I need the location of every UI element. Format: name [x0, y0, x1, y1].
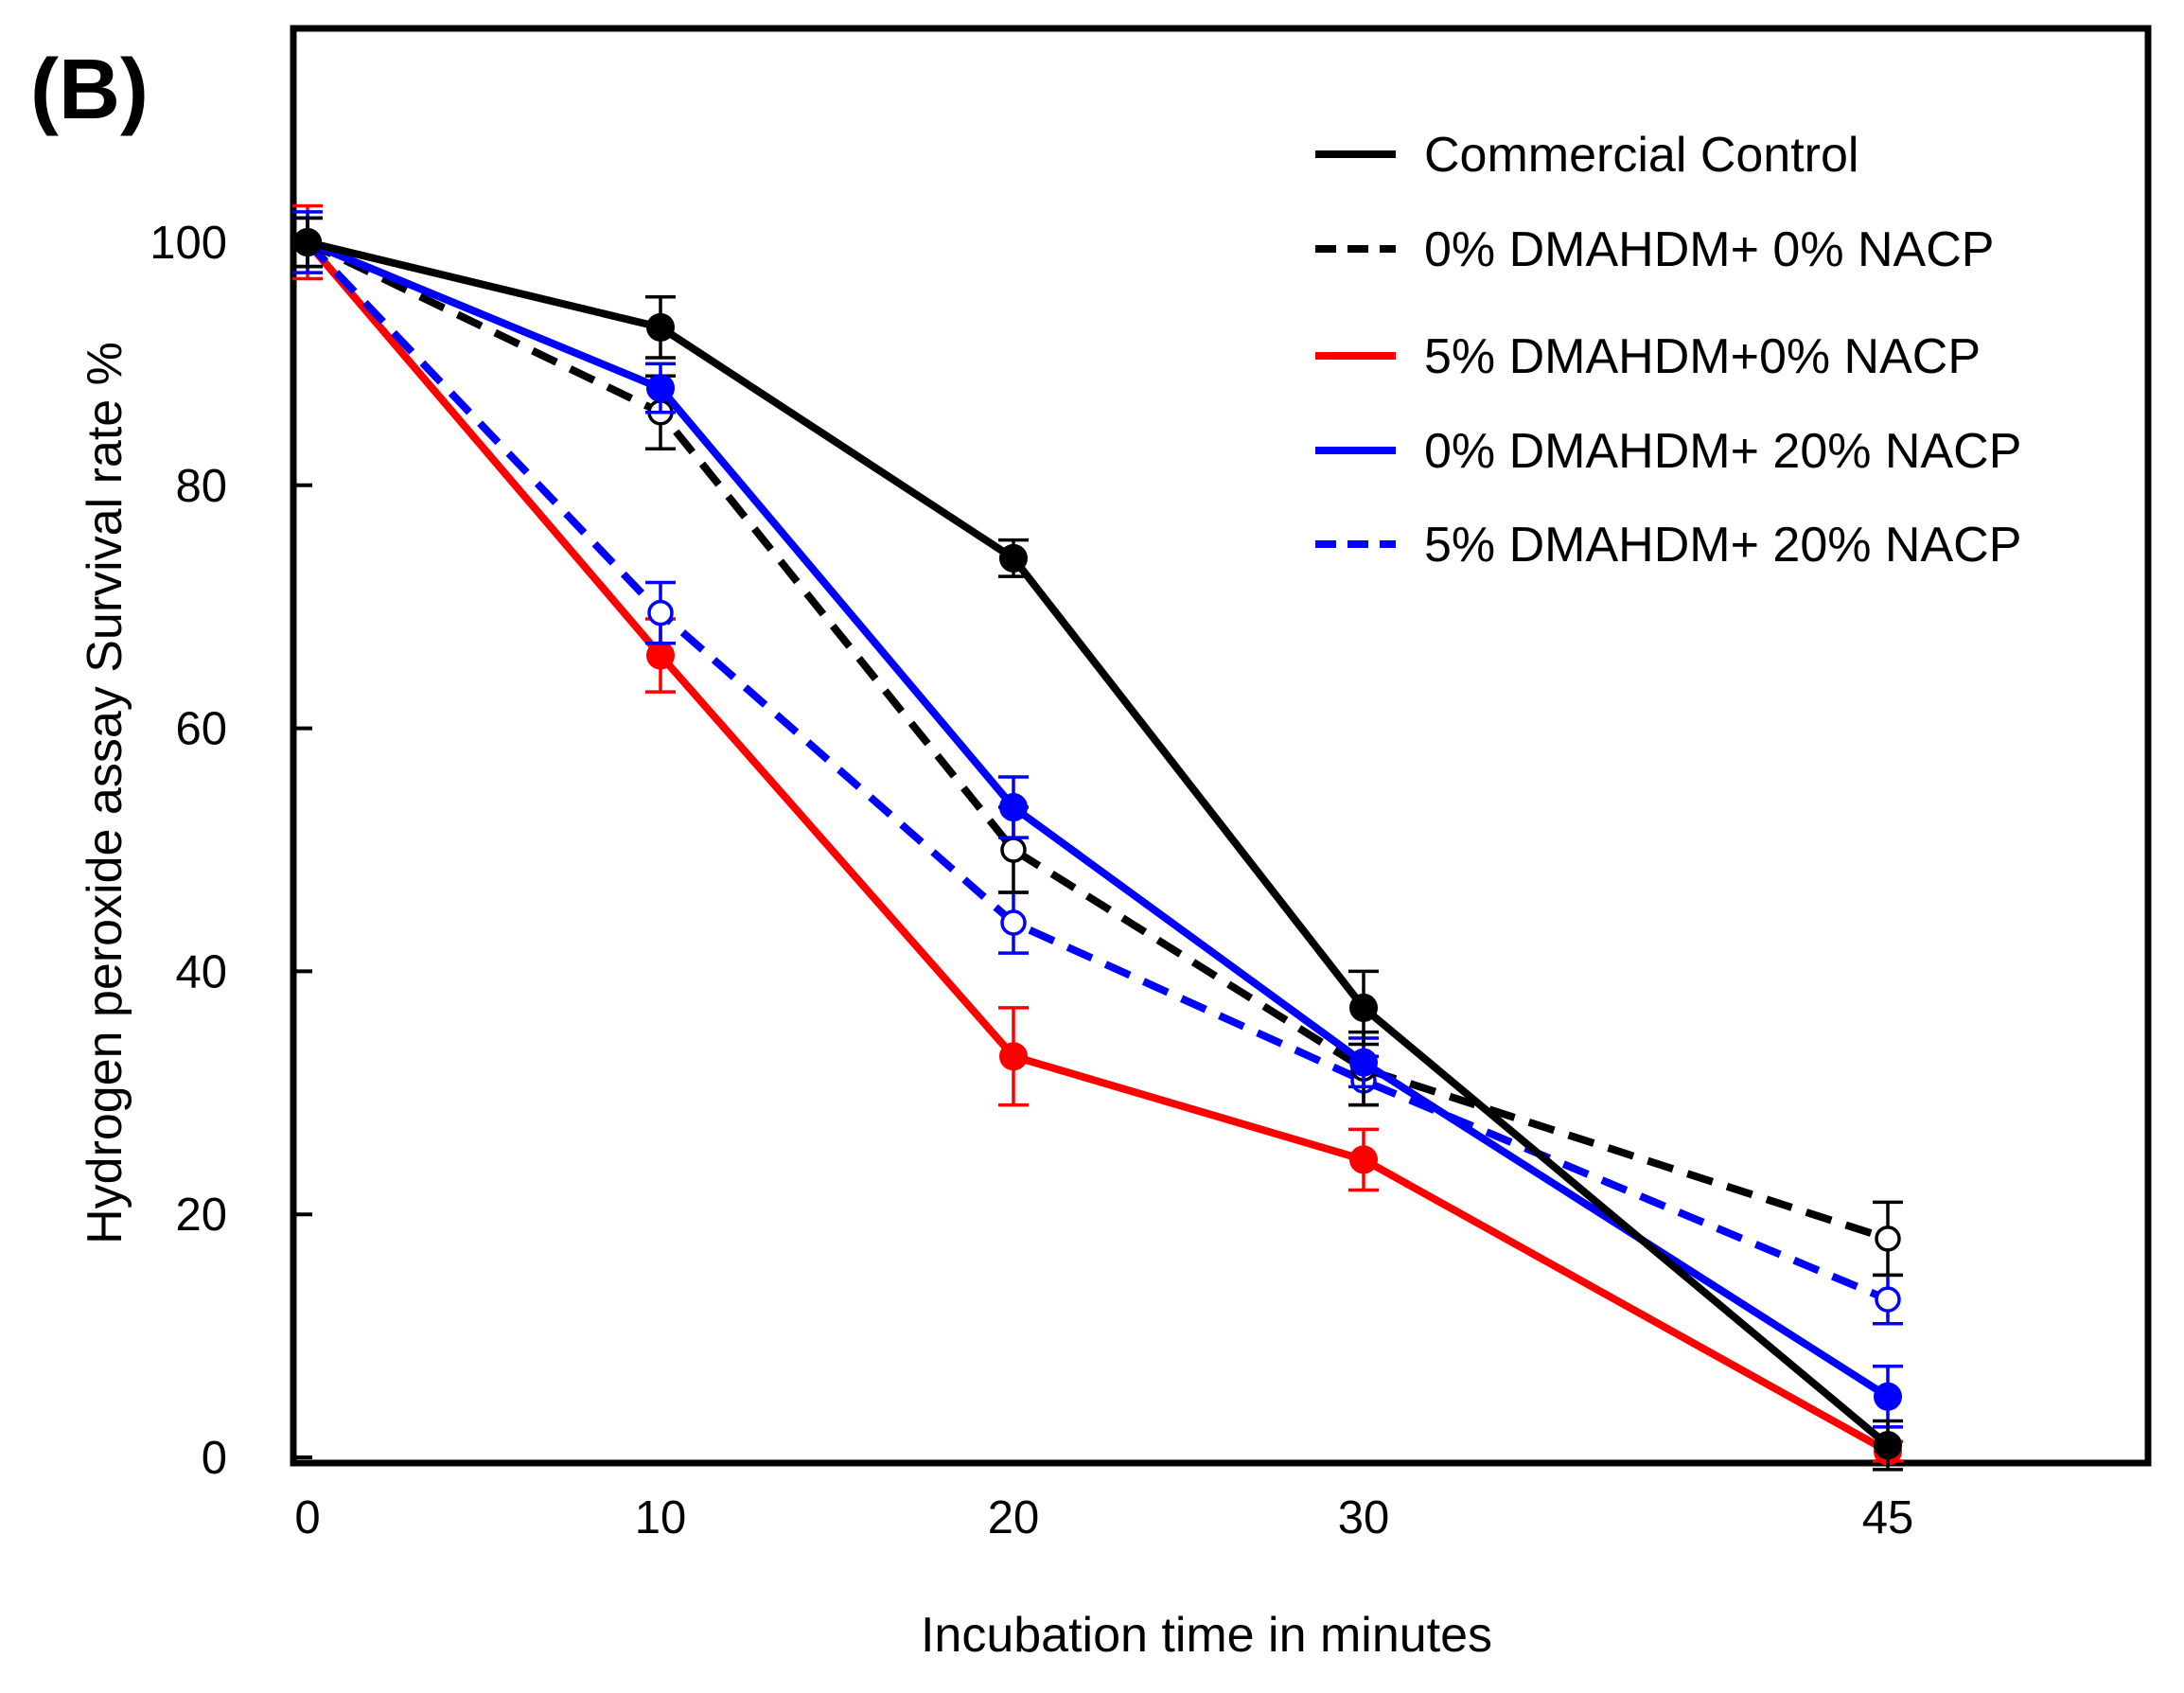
data-point — [1000, 909, 1027, 936]
data-point — [1349, 1145, 1378, 1174]
data-point — [999, 1042, 1028, 1071]
plot-frame — [290, 25, 2152, 1467]
y-tick-label: 20 — [175, 1190, 227, 1241]
data-point — [999, 543, 1028, 573]
data-point — [1349, 1048, 1378, 1077]
y-tick-label: 0 — [202, 1433, 227, 1484]
panel-label: (B) — [30, 43, 149, 137]
series-3 — [292, 216, 1903, 1429]
data-point — [1874, 1382, 1902, 1411]
x-axis-label: Incubation time in minutes — [921, 1608, 1492, 1663]
legend-label: 5% DMAHDM+0% NACP — [1424, 329, 1981, 384]
x-tick-label: 30 — [1338, 1492, 1390, 1543]
legend-label: Commercial Control — [1424, 128, 1858, 183]
data-point — [646, 641, 675, 670]
legend-label: 0% DMAHDM+ 0% NACP — [1424, 222, 1994, 277]
data-point — [1349, 993, 1378, 1022]
data-point — [1000, 837, 1027, 863]
series-line — [305, 239, 1890, 1303]
data-point — [646, 312, 675, 342]
y-tick-label: 40 — [175, 946, 227, 997]
series-line — [306, 238, 1890, 1243]
y-tick-label: 60 — [175, 704, 227, 755]
series-0 — [292, 216, 1903, 1472]
x-tick-label: 20 — [988, 1492, 1040, 1543]
legend-label: 5% DMAHDM+ 20% NACP — [1424, 518, 2021, 573]
y-tick-label: 100 — [150, 218, 227, 269]
x-tick-label: 0 — [294, 1492, 320, 1543]
series-line — [307, 238, 1891, 1449]
x-tick-label: 10 — [635, 1492, 687, 1543]
data-point — [646, 374, 675, 403]
data-point — [647, 599, 674, 626]
data-point — [293, 228, 322, 256]
y-tick-label: 80 — [175, 461, 227, 512]
data-point — [1875, 1226, 1901, 1252]
y-axis-label: Hydrogen peroxide assay Survival rate % — [78, 342, 132, 1244]
series-2 — [292, 203, 1903, 1466]
x-tick-label: 45 — [1862, 1492, 1914, 1543]
legend-label: 0% DMAHDM+ 20% NACP — [1424, 424, 2021, 479]
data-point — [1875, 1286, 1901, 1313]
series-line — [306, 238, 1891, 1401]
data-point — [999, 793, 1028, 822]
data-point — [1874, 1431, 1902, 1460]
